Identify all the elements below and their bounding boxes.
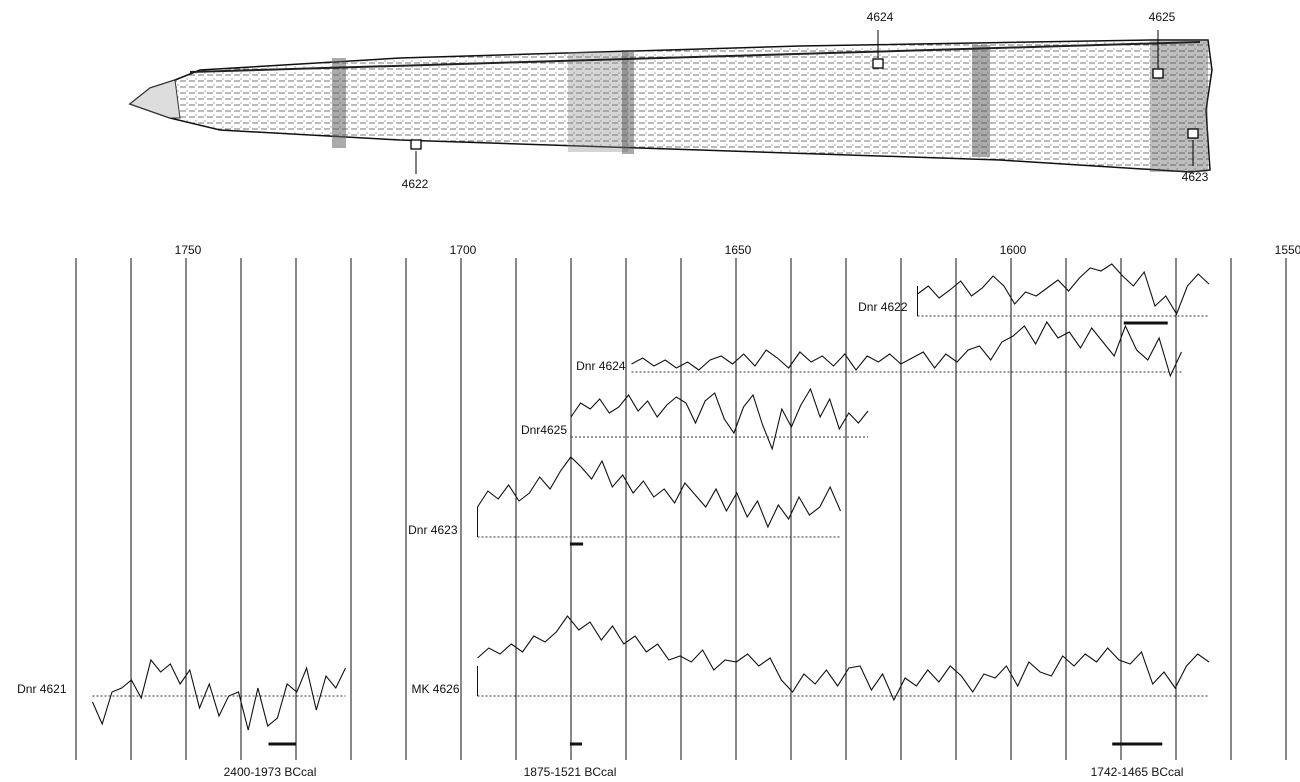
series-label: Dnr 4622 [858, 300, 908, 314]
ring-width-curve [631, 320, 1182, 378]
sample-box [1152, 68, 1164, 79]
ring-width-curve [917, 263, 1210, 316]
sample-label: 4624 [867, 10, 894, 24]
sample-label: 4625 [1149, 10, 1176, 24]
x-tick-label: 1550 [1275, 243, 1300, 257]
series-label: Dnr 4623 [408, 523, 458, 537]
ring-width-curve [570, 387, 869, 451]
x-tick-label: 1600 [1000, 243, 1027, 257]
sample-box [1187, 128, 1199, 139]
series-label: Dnr4625 [521, 423, 567, 437]
sample-box [410, 139, 422, 150]
ring-width-curve [91, 658, 346, 731]
series-label: Dnr 4624 [576, 359, 626, 373]
boat-drawing [128, 39, 1213, 173]
sample-box [872, 58, 884, 69]
series-label: MK 4626 [411, 682, 459, 696]
sample-label: 4623 [1182, 170, 1209, 184]
date-range-label: 1742-1465 BCcal [1091, 765, 1184, 779]
ring-width-curve [477, 456, 842, 529]
x-tick-label: 1700 [450, 243, 477, 257]
ring-width-curve [477, 615, 1210, 702]
x-tick-label: 1650 [725, 243, 752, 257]
sample-label: 4622 [402, 177, 429, 191]
series-label: Dnr 4621 [17, 682, 67, 696]
date-range-label: 2400-1973 BCcal [224, 765, 317, 779]
date-range-label: 1875-1521 BCcal [524, 765, 617, 779]
x-tick-label: 1750 [175, 243, 202, 257]
